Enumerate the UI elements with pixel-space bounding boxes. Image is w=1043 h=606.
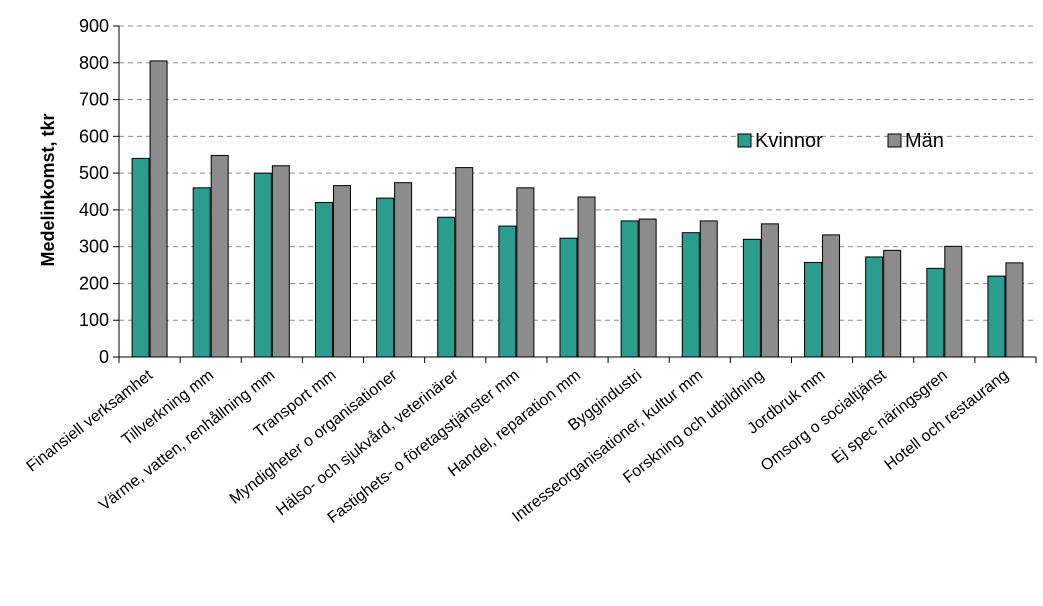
y-tick-label: 700 bbox=[79, 90, 109, 110]
y-tick-label: 800 bbox=[79, 53, 109, 73]
axes bbox=[118, 26, 1037, 363]
legend: Kvinnor Män bbox=[737, 130, 944, 152]
bar-kvinnor bbox=[865, 256, 884, 358]
legend-label: Kvinnor bbox=[755, 130, 823, 152]
bar-kvinnor bbox=[437, 216, 456, 358]
bar-man bbox=[455, 167, 474, 358]
bar-man bbox=[944, 245, 963, 358]
bar-kvinnor bbox=[376, 197, 395, 358]
y-axis-ticks: 0 100 200 300 400 500 600 700 800 900 bbox=[79, 16, 119, 367]
y-tick-label: 600 bbox=[79, 126, 109, 146]
bar-kvinnor bbox=[192, 187, 211, 358]
bar-kvinnor bbox=[314, 202, 333, 358]
bar-kvinnor bbox=[559, 237, 578, 358]
legend-swatch bbox=[737, 133, 752, 148]
x-tick-label: Ej spec näringsgren bbox=[829, 367, 951, 467]
y-tick-label: 400 bbox=[79, 200, 109, 220]
bar-man bbox=[394, 182, 413, 358]
bar-kvinnor bbox=[681, 232, 700, 358]
y-tick-label: 500 bbox=[79, 163, 109, 183]
bar-man bbox=[638, 218, 657, 358]
bar-man bbox=[149, 60, 168, 358]
bar-man bbox=[760, 223, 779, 358]
y-tick-label: 100 bbox=[79, 310, 109, 330]
y-tick-label: 900 bbox=[79, 16, 109, 36]
bar-kvinnor bbox=[253, 172, 272, 358]
bar-man bbox=[210, 154, 229, 358]
y-tick-label: 0 bbox=[99, 347, 109, 367]
bar-kvinnor bbox=[926, 267, 945, 358]
bar-man bbox=[577, 196, 596, 358]
bar-kvinnor bbox=[987, 275, 1006, 358]
bar-man bbox=[822, 234, 841, 358]
bar-kvinnor bbox=[498, 225, 517, 358]
bar-man bbox=[883, 249, 902, 358]
bar-man bbox=[271, 165, 290, 358]
bar-kvinnor bbox=[620, 220, 639, 358]
y-axis-label: Medelinkomst, tkr bbox=[38, 113, 58, 266]
bar-man bbox=[699, 220, 718, 358]
bar-man bbox=[1005, 262, 1024, 358]
bar-kvinnor bbox=[742, 238, 761, 358]
y-tick-label: 300 bbox=[79, 237, 109, 257]
bar-kvinnor bbox=[131, 157, 150, 358]
legend-swatch bbox=[887, 133, 902, 148]
bar-man bbox=[516, 187, 535, 358]
y-tick-label: 200 bbox=[79, 273, 109, 293]
bar-man bbox=[332, 185, 351, 358]
legend-label: Män bbox=[905, 130, 944, 152]
bars bbox=[131, 60, 1024, 358]
bar-kvinnor bbox=[804, 261, 823, 358]
